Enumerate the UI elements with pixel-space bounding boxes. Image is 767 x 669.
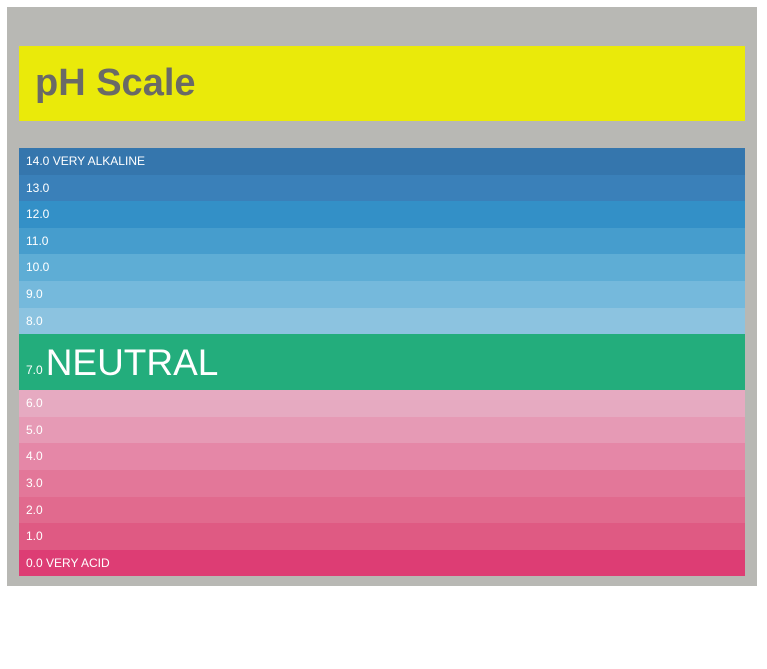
ph-value: 6.0: [26, 396, 43, 411]
ph-scale-list: 14.0 VERY ALKALINE 13.0 12.0 11.0 10.0 9…: [19, 148, 745, 577]
ph-value: 10.0: [26, 260, 50, 275]
title-banner: pH Scale: [19, 46, 745, 121]
ph-value: 13.0: [26, 180, 50, 195]
ph-value: 14.0: [26, 154, 50, 168]
ph-row-5: 5.0: [19, 416, 745, 444]
ph-value: 1.0: [26, 529, 43, 544]
ph-row-10: 10.0: [19, 254, 745, 281]
ph-value: 8.0: [26, 313, 43, 328]
ph-value: 5.0: [26, 422, 43, 437]
ph-label: VERY ALKALINE: [52, 154, 145, 168]
ph-value: 3.0: [26, 475, 43, 490]
ph-value: 11.0: [26, 233, 49, 248]
ph-row-1: 1.0: [19, 523, 745, 550]
ph-value: 0.0: [26, 555, 43, 570]
ph-row-6: 6.0: [19, 390, 745, 417]
ph-row-9: 9.0: [19, 280, 745, 308]
ph-value: 9.0: [26, 286, 43, 301]
ph-row-4: 4.0: [19, 443, 745, 470]
ph-row-2: 2.0: [19, 496, 745, 524]
ph-value: 2.0: [26, 502, 43, 517]
ph-row-14: 14.0 VERY ALKALINE: [19, 148, 745, 175]
page-title: pH Scale: [35, 62, 196, 104]
ph-row-12: 12.0: [19, 201, 745, 228]
ph-row-0: 0.0 VERY ACID: [19, 549, 745, 577]
ph-label: VERY ACID: [46, 555, 110, 570]
ph-row-8: 8.0: [19, 307, 745, 335]
ph-row-7-neutral: 7.0 NEUTRAL: [19, 334, 745, 391]
ph-row-13: 13.0: [19, 174, 745, 202]
ph-value: 7.0: [26, 363, 43, 378]
ph-row-3: 3.0: [19, 469, 745, 497]
neutral-label: NEUTRAL: [45, 341, 219, 383]
ph-row-11: 11.0: [19, 227, 745, 255]
ph-value: 4.0: [26, 449, 43, 464]
ph-scale-panel: pH Scale 14.0 VERY ALKALINE 13.0 12.0 11…: [7, 7, 757, 586]
ph-value: 12.0: [26, 207, 50, 222]
